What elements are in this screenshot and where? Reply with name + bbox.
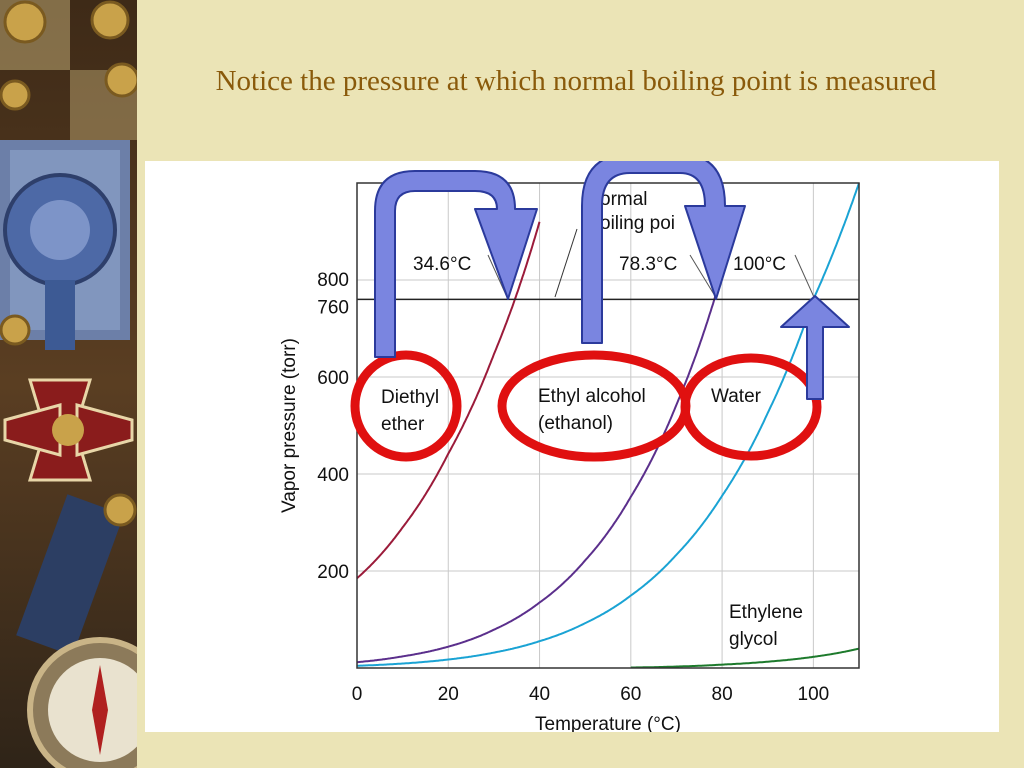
boiling-point-label: 78.3°C xyxy=(619,254,677,275)
chart-panel: 0 20 40 60 80 100 200 400 600 800 760 Temperature (… xyxy=(145,161,999,732)
series-line-water xyxy=(356,182,860,667)
x-tick-label: 60 xyxy=(620,684,641,705)
boiling-point-leader xyxy=(794,254,816,300)
chart-labels: ormal oiling poi 34.6°C 78.3°C 100°C Diethyl e… xyxy=(381,189,816,650)
series-label-ethyl-alcohol-ethanol-: Ethyl alcohol (ethanol) xyxy=(538,386,646,434)
x-tick-label: 0 xyxy=(352,684,363,705)
series-line-ethylene-glycol xyxy=(630,647,860,669)
x-tick-label: 80 xyxy=(712,684,733,705)
highlight-circle-diethyl-ether xyxy=(350,350,462,462)
y-tick-label: 400 xyxy=(317,465,349,486)
series-line-ethyl-alcohol-ethanol- xyxy=(356,221,737,664)
highlight-circle-water xyxy=(680,353,822,461)
series-label-diethyl-ether: Diethyl ether xyxy=(381,387,439,435)
reference-line-group xyxy=(357,228,859,301)
series-label-water: Water xyxy=(711,386,762,407)
y-tick-label: 600 xyxy=(317,368,349,389)
chart-series xyxy=(356,182,860,669)
y-axis-title: Vapor pressure (torr) xyxy=(279,338,300,513)
boiling-point-label: 100°C xyxy=(733,254,786,275)
normal-boiling-point-label: ormal oiling poi xyxy=(600,189,675,234)
arrow-water-to-boiling-point xyxy=(780,295,850,400)
normal-boiling-point-pointer xyxy=(554,228,578,298)
series-line-diethyl-ether xyxy=(356,221,541,580)
x-tick-label: 40 xyxy=(529,684,550,705)
y-tick-label: 800 xyxy=(317,270,349,291)
boiling-point-label: 34.6°C xyxy=(413,254,471,275)
series-label-ethylene-glycol: Ethylene glycol xyxy=(729,602,803,650)
chart-axes: 0 20 40 60 80 100 200 400 600 800 760 Temperature (… xyxy=(279,182,860,732)
y-tick-label: 200 xyxy=(317,562,349,583)
decorative-sidebar-image xyxy=(0,0,137,768)
arrow-ethanol-to-boiling-point xyxy=(581,161,746,344)
arrow-ether-to-boiling-point xyxy=(374,170,538,358)
x-tick-label: 20 xyxy=(438,684,459,705)
vapor-pressure-chart: 0 20 40 60 80 100 200 400 600 800 760 Temperature (… xyxy=(279,161,860,732)
x-axis-title: Temperature (°C) xyxy=(535,714,681,732)
x-tick-label: 100 xyxy=(798,684,830,705)
slide-title: Notice the pressure at which normal boil… xyxy=(215,65,937,97)
chart-overlays xyxy=(350,161,850,462)
y-tick-label: 760 xyxy=(317,297,349,318)
boiling-point-leader xyxy=(689,254,718,300)
